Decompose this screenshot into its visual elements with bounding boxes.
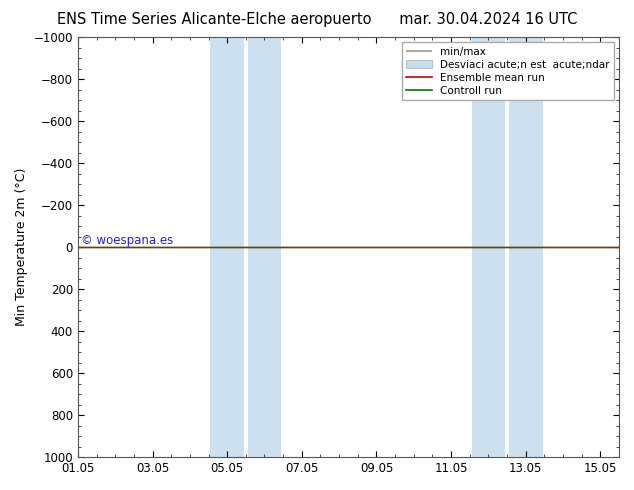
Bar [509, 37, 543, 457]
Text: ENS Time Series Alicante-Elche aeropuerto      mar. 30.04.2024 16 UTC: ENS Time Series Alicante-Elche aeropuert… [57, 12, 577, 27]
Legend: min/max, Desviaci acute;n est  acute;ndar, Ensemble mean run, Controll run: min/max, Desviaci acute;n est acute;ndar… [401, 42, 614, 100]
Bar [472, 37, 505, 457]
Y-axis label: Min Temperature 2m (°C): Min Temperature 2m (°C) [15, 168, 28, 326]
Text: © woespana.es: © woespana.es [81, 234, 173, 247]
Bar [210, 37, 244, 457]
Bar [248, 37, 281, 457]
